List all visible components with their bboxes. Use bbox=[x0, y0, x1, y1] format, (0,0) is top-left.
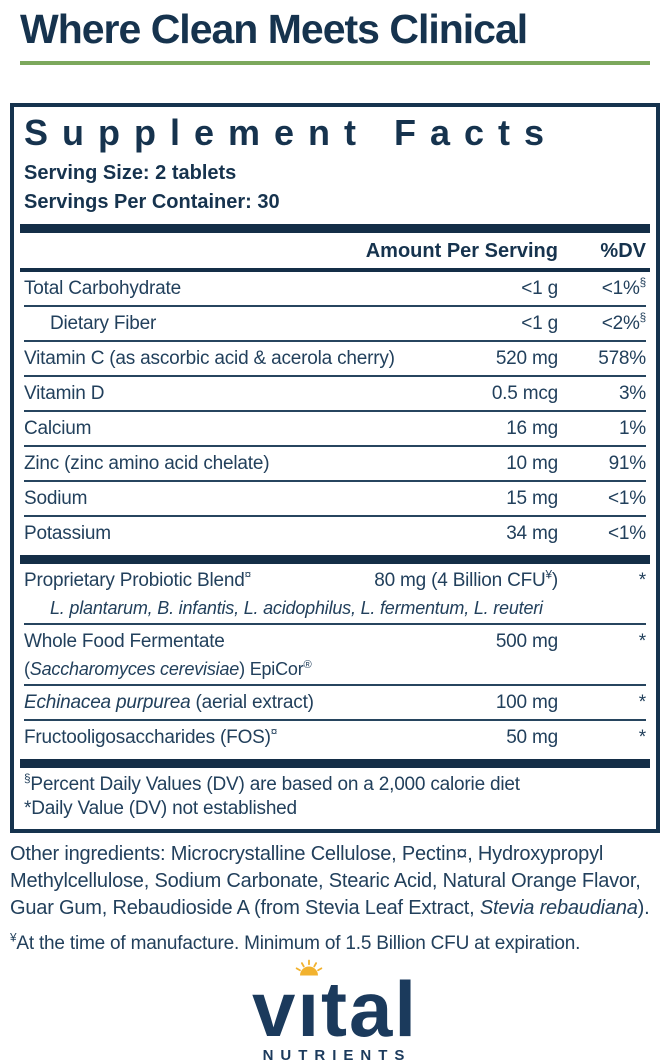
nutrient-amount: 15 mg bbox=[506, 488, 558, 509]
nutrient-dv: * bbox=[638, 570, 646, 591]
nutrient-amount: 10 mg bbox=[506, 453, 558, 474]
other-ingredients: Other ingredients: Microcrystalline Cell… bbox=[10, 843, 650, 919]
nutrient-name: Fructooligosaccharides (FOS)¤ bbox=[24, 725, 278, 748]
supplement-facts-panel: Supplement Facts Serving Size: 2 tablets… bbox=[10, 103, 660, 833]
nutrient-dv: 3% bbox=[618, 383, 646, 404]
nutrient-row: Whole Food Fermentate 500 mg * (Saccharomyc… bbox=[24, 625, 646, 686]
supplement-facts-title: Supplement Facts bbox=[24, 112, 559, 153]
nutrient-amount: <1 g bbox=[521, 313, 558, 334]
nutrient-name: Proprietary Probiotic Blend¤ bbox=[24, 568, 251, 591]
nutrient-dv: <1% bbox=[608, 488, 646, 509]
nutrient-name: Vitamin C (as ascorbic acid & acerola ch… bbox=[24, 348, 395, 369]
footnote-line: §Percent Daily Values (DV) are based on … bbox=[24, 772, 520, 795]
nutrient-amount: 34 mg bbox=[506, 523, 558, 544]
nutrient-row: Fructooligosaccharides (FOS)¤ 50 mg * bbox=[24, 721, 646, 754]
page-title: Where Clean Meets Clinical bbox=[20, 6, 528, 52]
nutrient-dv: <1%§ bbox=[601, 276, 647, 299]
nutrient-amount: 50 mg bbox=[506, 727, 558, 748]
nutrient-row: Vitamin D 0.5 mcg 3% bbox=[24, 377, 646, 412]
dv-column-header: %DV bbox=[600, 240, 646, 262]
nutrient-dv: * bbox=[638, 727, 646, 748]
logo-letters-tal: tal bbox=[321, 965, 419, 1053]
nutrient-dv: 91% bbox=[608, 453, 647, 474]
divider-bar-top bbox=[20, 224, 650, 233]
nutrient-dv: 1% bbox=[618, 418, 646, 439]
nutrient-row: Potassium 34 mg <1% bbox=[24, 517, 646, 550]
nutrient-row: Zinc (zinc amino acid chelate) 10 mg 91% bbox=[24, 447, 646, 482]
nutrient-row: Vitamin C (as ascorbic acid & acerola ch… bbox=[24, 342, 646, 377]
nutrient-name: Dietary Fiber bbox=[50, 313, 157, 334]
nutrient-name: Zinc (zinc amino acid chelate) bbox=[24, 453, 270, 474]
nutrient-name: Total Carbohydrate bbox=[24, 278, 181, 299]
divider-bar bbox=[20, 759, 650, 768]
nutrient-name: Sodium bbox=[24, 488, 88, 509]
nutrient-dv: <2%§ bbox=[601, 311, 647, 334]
nutrient-name: Vitamin D bbox=[24, 383, 105, 404]
nutrient-amount: 0.5 mcg bbox=[491, 383, 558, 404]
nutrient-row: Sodium 15 mg <1% bbox=[24, 482, 646, 517]
green-divider bbox=[20, 61, 650, 65]
logo-letter-i: ı bbox=[295, 959, 323, 1048]
nutrient-row: Echinacea purpurea (aerial extract) 100 m… bbox=[24, 686, 646, 721]
nutrient-dv: * bbox=[638, 692, 646, 713]
footnote-line: *Daily Value (DV) not established bbox=[24, 798, 297, 819]
servings-per-container: Servings Per Container: 30 bbox=[24, 191, 280, 213]
nutrient-dv: 578% bbox=[598, 348, 646, 369]
column-header-row: Amount Per Serving %DV bbox=[24, 233, 646, 267]
nutrient-name: Potassium bbox=[24, 523, 111, 544]
nutrient-name: Echinacea purpurea (aerial extract) bbox=[24, 692, 314, 713]
nutrient-name: Calcium bbox=[24, 418, 92, 439]
brand-logo: v ıtal NUTRIENTS bbox=[0, 959, 670, 1064]
nutrient-dv: <1% bbox=[608, 523, 646, 544]
serving-size: Serving Size: 2 tablets bbox=[24, 162, 237, 184]
nutrient-amount: 500 mg bbox=[495, 631, 558, 652]
logo-letter-v: v bbox=[251, 965, 298, 1053]
brand-logo-wordmark: v ıtal bbox=[252, 959, 418, 1048]
nutrient-subtext: L. plantarum, B. infantis, L. acidophilu… bbox=[50, 598, 543, 618]
manufacture-note: ¥At the time of manufacture. Minimum of … bbox=[10, 931, 581, 954]
nutrient-amount: <1 g bbox=[521, 278, 558, 299]
nutrient-amount: 520 mg bbox=[495, 348, 558, 369]
nutrient-name: Whole Food Fermentate bbox=[24, 631, 225, 652]
divider-bar bbox=[20, 555, 650, 564]
header-rule bbox=[20, 268, 650, 272]
nutrient-amount: 16 mg bbox=[506, 418, 558, 439]
sun-icon bbox=[295, 959, 323, 976]
nutrient-row: Total Carbohydrate <1 g <1%§ bbox=[24, 272, 646, 307]
nutrient-row: Dietary Fiber <1 g <2%§ bbox=[24, 307, 646, 342]
nutrient-row: Proprietary Probiotic Blend¤ 80 mg (4 Bil… bbox=[24, 564, 646, 625]
nutrient-amount: 100 mg bbox=[495, 692, 558, 713]
footnotes: §Percent Daily Values (DV) are based on … bbox=[24, 768, 646, 821]
nutrient-subtext: (Saccharomyces cerevisiae) EpiCor® bbox=[24, 659, 312, 679]
nutrient-dv: * bbox=[638, 631, 646, 652]
amount-column-header: Amount Per Serving bbox=[365, 240, 558, 262]
nutrient-rows: Total Carbohydrate <1 g <1%§ Dietary Fiber <… bbox=[20, 272, 650, 768]
nutrient-amount: 80 mg (4 Billion CFU¥) bbox=[374, 568, 558, 591]
nutrient-row: Calcium 16 mg 1% bbox=[24, 412, 646, 447]
